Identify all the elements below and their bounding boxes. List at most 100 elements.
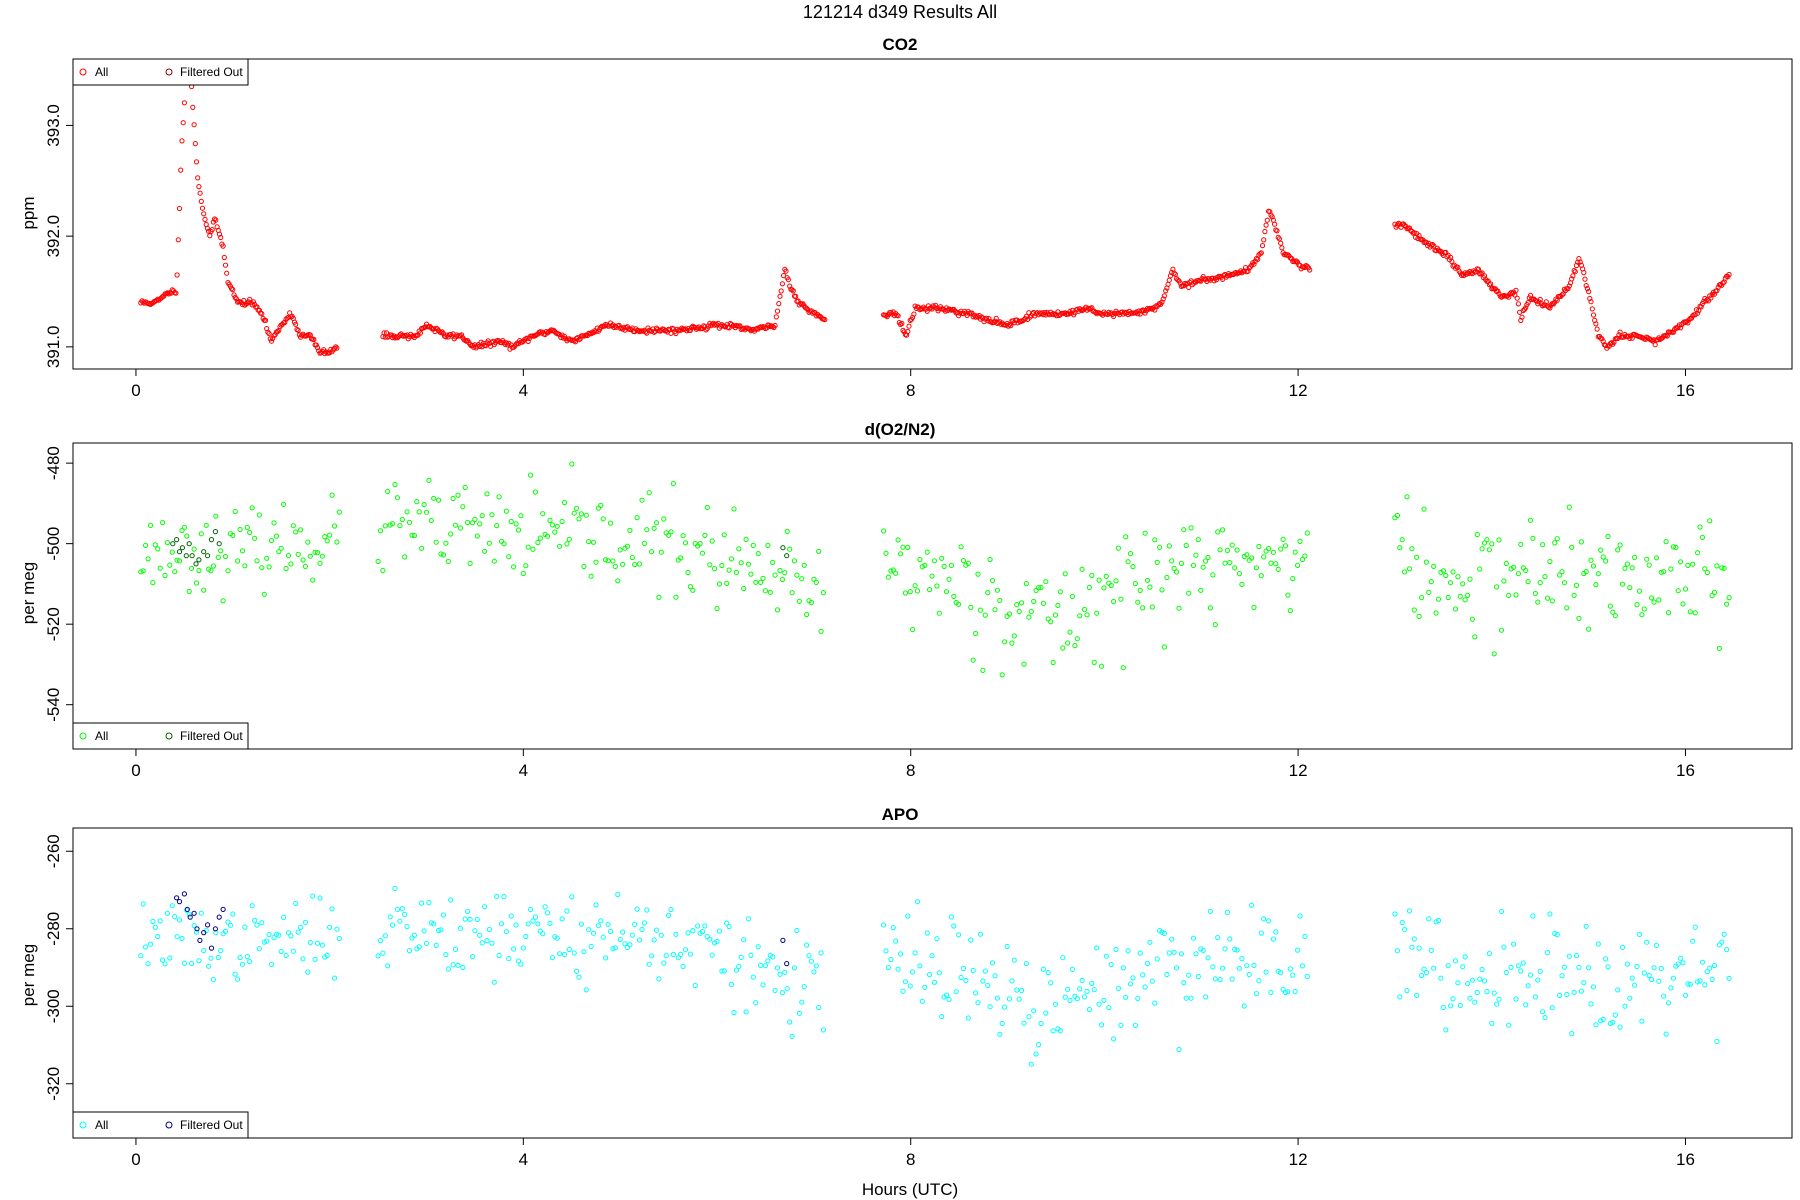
data-point xyxy=(1026,614,1032,620)
data-point xyxy=(1455,574,1461,580)
data-point xyxy=(230,532,236,539)
data-point xyxy=(893,570,899,576)
data-point xyxy=(486,540,492,546)
x-tick-label: 12 xyxy=(1289,1150,1308,1169)
data-point xyxy=(174,272,180,278)
data-point xyxy=(455,962,461,968)
data-point xyxy=(1488,281,1494,287)
data-point xyxy=(610,946,616,952)
data-point xyxy=(897,551,904,557)
data-point xyxy=(239,961,246,967)
data-point xyxy=(484,938,490,944)
data-point xyxy=(951,593,957,600)
data-point xyxy=(1016,996,1022,1002)
data-point xyxy=(1057,589,1063,595)
data-point xyxy=(1152,1000,1158,1006)
data-point xyxy=(537,535,543,541)
data-point xyxy=(993,315,999,321)
data-point xyxy=(658,549,664,555)
data-point xyxy=(317,560,323,566)
data-point xyxy=(259,311,265,317)
data-point xyxy=(196,567,202,574)
data-point xyxy=(1096,1001,1102,1007)
data-point xyxy=(1716,645,1723,652)
data-point xyxy=(178,167,184,173)
data-point xyxy=(239,548,246,554)
data-point xyxy=(1557,572,1563,578)
data-point xyxy=(1198,587,1204,593)
data-point xyxy=(503,508,509,514)
y-axis-label: ppm xyxy=(19,196,38,229)
data-point xyxy=(922,984,928,990)
y-axis: 391.0 392.0 393.0 xyxy=(44,104,74,368)
data-point xyxy=(557,951,563,957)
data-point xyxy=(1050,1028,1056,1034)
data-point xyxy=(375,953,381,959)
data-point xyxy=(1147,584,1153,590)
data-point xyxy=(1171,270,1177,276)
data-point xyxy=(138,953,144,959)
data-point xyxy=(220,243,226,249)
data-point xyxy=(702,532,708,539)
data-point xyxy=(540,511,546,517)
data-point xyxy=(1111,598,1117,605)
data-point xyxy=(1709,976,1715,983)
data-point xyxy=(513,521,519,527)
data-point xyxy=(982,968,988,974)
data-point xyxy=(388,332,394,338)
data-point xyxy=(1205,955,1211,961)
data-point xyxy=(450,962,456,968)
data-point xyxy=(1537,968,1543,974)
data-point xyxy=(433,539,439,545)
data-point xyxy=(1224,909,1231,916)
data-point xyxy=(895,966,901,972)
data-point xyxy=(1619,581,1626,587)
data-point xyxy=(736,546,742,552)
data-point xyxy=(264,938,270,944)
data-point xyxy=(143,944,149,950)
data-point xyxy=(235,976,241,982)
filtered-point xyxy=(176,549,183,555)
apo-panel: APO per meg 0 4 8 12 16 -320 -300 -280 -260 All… xyxy=(19,805,1793,1169)
data-point xyxy=(207,233,213,239)
data-point xyxy=(753,1000,759,1006)
data-point xyxy=(956,313,962,319)
data-point xyxy=(1603,956,1609,962)
data-point xyxy=(409,532,415,538)
data-point xyxy=(193,159,200,165)
data-point xyxy=(934,936,940,942)
data-point xyxy=(1431,563,1437,570)
data-point xyxy=(1530,535,1536,541)
data-point xyxy=(438,551,444,557)
filtered-point xyxy=(212,529,218,535)
data-point xyxy=(1674,325,1680,331)
data-point xyxy=(334,345,340,351)
data-point xyxy=(773,314,779,320)
data-point xyxy=(1268,560,1274,566)
data-point xyxy=(242,563,248,569)
data-point xyxy=(748,952,754,958)
data-point xyxy=(208,568,214,574)
data-point xyxy=(1173,569,1180,575)
data-point xyxy=(1609,340,1615,346)
data-point xyxy=(777,293,783,299)
data-point xyxy=(1544,949,1551,956)
data-point xyxy=(1678,559,1684,565)
data-point xyxy=(1494,584,1500,590)
data-point xyxy=(695,923,701,929)
data-point xyxy=(1077,613,1083,619)
data-point xyxy=(498,921,505,927)
data-point xyxy=(1617,542,1623,548)
data-point xyxy=(1045,970,1051,976)
data-point xyxy=(974,313,980,319)
data-point xyxy=(1515,963,1522,969)
data-point xyxy=(603,955,609,961)
data-point xyxy=(1120,665,1126,671)
data-point xyxy=(561,499,568,506)
data-point xyxy=(1450,996,1456,1002)
data-point xyxy=(576,974,582,980)
data-point xyxy=(1440,568,1447,574)
data-point xyxy=(999,672,1005,678)
data-point xyxy=(1258,250,1264,256)
data-point xyxy=(1067,629,1073,635)
